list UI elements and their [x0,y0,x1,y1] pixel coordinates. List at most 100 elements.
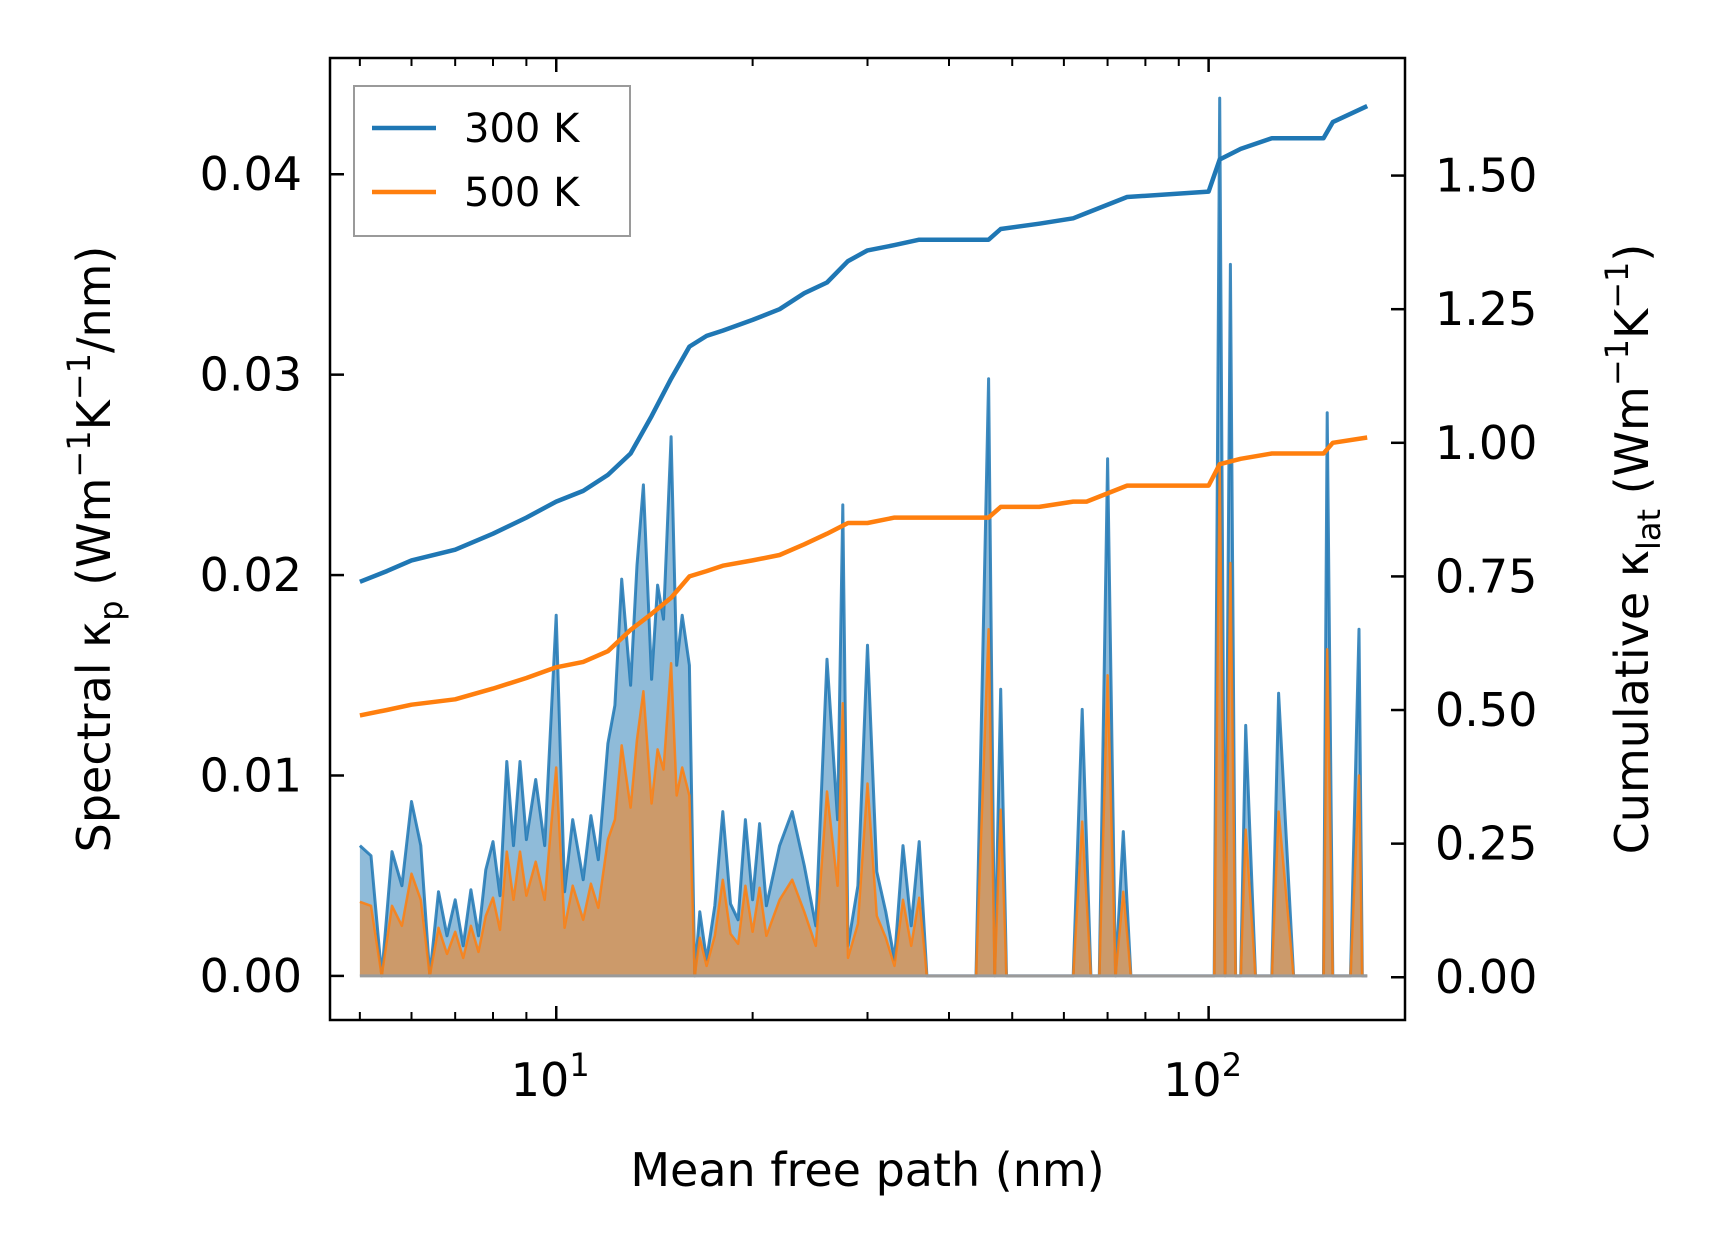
spectral-point-500k [598,907,600,909]
x-tick-exponent: 2 [1222,1046,1242,1084]
cumulative-point-500k [607,650,609,652]
cumulative-point-300k [948,239,950,241]
spectral-point-500k [745,885,747,887]
spectral-point-500k [804,911,806,913]
spectral-point-300k [988,378,990,380]
cumulative-point-300k [1086,212,1088,214]
spectral-point-500k [391,905,393,907]
spectral-point-300k [730,903,732,905]
cumulative-point-500k [651,613,653,615]
spectral-point-300k [607,743,609,745]
cumulative-point-300k [779,308,781,310]
y-left-axis-title-sup1: −1 [60,430,98,477]
spectral-point-500k [988,628,990,630]
spectral-point-300k [462,945,464,947]
spectral-point-500k [590,883,592,885]
spectral-point-500k [722,879,724,881]
spectral-point-300k [544,845,546,847]
spectral-point-500k [867,783,869,785]
cumulative-point-500k [1240,458,1242,460]
spectral-point-300k [492,841,494,843]
cumulative-point-300k [1072,217,1074,219]
spectral-point-500k [857,923,859,925]
spectral-point-500k [918,897,920,899]
spectral-point-300k [837,819,839,821]
y-left-tick-label: 0.03 [200,348,302,402]
spectral-point-500k [651,803,653,805]
cumulative-point-500k [1126,485,1128,487]
spectral-point-500k [1081,821,1083,823]
spectral-point-300k [651,679,653,681]
spectral-point-300k [857,885,859,887]
spectral-point-500k [847,957,849,959]
spectral-point-300k [1358,628,1360,630]
cumulative-point-500k [582,661,584,663]
spectral-point-500k [420,899,422,901]
spectral-point-300k [657,584,659,586]
spectral-point-500k [815,945,817,947]
plot-inner [358,96,1369,978]
spectral-point-500k [401,925,403,927]
cumulative-point-300k [1000,228,1002,230]
spectral-point-500k [737,943,739,945]
spectral-line-500k [359,465,1368,978]
spectral-point-500k [670,663,672,665]
cumulative-point-500k [1072,501,1074,503]
y-right-tick-label: 1.25 [1435,282,1537,336]
y-right-tick-label: 0.50 [1435,683,1537,737]
legend-label-500k: 500 K [464,170,581,216]
cumulative-point-500k [1323,453,1325,455]
spectral-point-300k [499,895,501,897]
spectral-point-300k [614,705,616,707]
cumulative-point-300k [1323,137,1325,139]
spectral-point-300k [759,823,761,825]
spectral-line-300k [358,96,1368,978]
spectral-point-500k [791,879,793,881]
cumulative-line-500k [359,435,1368,718]
cumulative-point-500k [803,543,805,545]
spectral-point-300k [643,484,645,486]
spectral-point-300k [598,859,600,861]
spectral-point-300k [555,614,557,616]
cumulative-line-300k [359,104,1369,584]
y-right-tick-label: 1.50 [1435,149,1537,203]
spectral-point-300k [359,845,361,847]
y-left-axis-title-mid2: K [67,398,121,430]
y-left-axis-title-prefix: Spectral κ [67,621,121,853]
y-right-axis-title-suffix: ) [1605,244,1659,262]
spectral-point-500k [1000,809,1002,811]
cumulative-point-300k [803,292,805,294]
spectral-point-300k [722,811,724,813]
spectral-point-300k [1326,412,1328,414]
spectral-point-500k [1245,829,1247,831]
y-left-axis-title-suffix: /nm) [67,246,121,353]
spectral-point-500k [438,927,440,929]
cumulative-point-500k [752,559,754,561]
spectral-point-500k [535,861,537,863]
spectral-point-500k [526,895,528,897]
cumulative-point-300k [894,244,896,246]
y-right-tick-label: 0.25 [1435,817,1537,871]
cumulative-point-300k [988,239,990,241]
spectral-point-500k [454,931,456,933]
spectral-point-300k [438,891,440,893]
spectral-point-500k [555,767,557,769]
cumulative-point-500k [706,570,708,572]
spectral-point-500k [752,931,754,933]
spectral-point-500k [902,899,904,901]
y-right-tick-label: 0.75 [1435,549,1537,603]
cumulative-point-500k [722,565,724,567]
cumulative-point-300k [1126,196,1128,198]
cumulative-point-300k [1332,121,1334,123]
y-left-axis-title-mid: (Wm [67,478,121,601]
cumulative-point-300k [651,415,653,417]
spectral-point-500k [826,791,828,793]
spectral-point-500k [876,915,878,917]
y-left-tick-label: 0.02 [200,548,302,602]
spectral-point-500k [885,937,887,939]
spectral-point-300k [630,685,632,687]
spectral-point-500k [630,807,632,809]
cumulative-point-300k [1240,148,1242,150]
